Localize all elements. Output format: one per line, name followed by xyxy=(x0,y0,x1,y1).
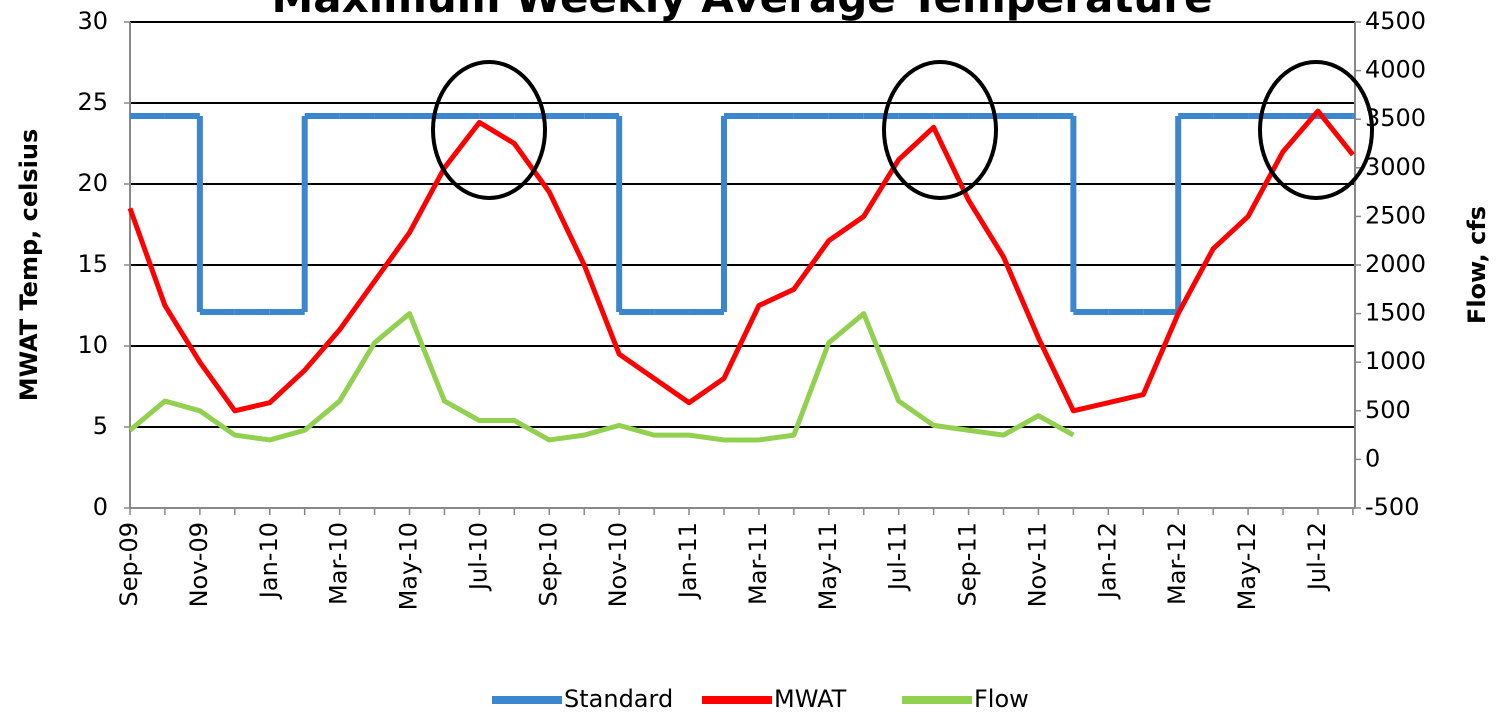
x-tick-label: Nov-11 xyxy=(1023,522,1051,607)
y2-tick-label: 0 xyxy=(1365,444,1380,472)
x-tick-label: Jan-10 xyxy=(255,522,283,600)
x-tick-label: Jan-12 xyxy=(1093,522,1121,600)
highlight-circle xyxy=(1258,60,1374,200)
y2-tick-label: 2500 xyxy=(1365,201,1426,229)
y2-tick-label: 4500 xyxy=(1365,7,1426,35)
x-tick-label: Mar-11 xyxy=(744,522,772,605)
highlight-circle xyxy=(882,60,998,200)
highlight-circle xyxy=(431,60,547,200)
series-line xyxy=(128,311,1075,443)
y2-tick-label: 1500 xyxy=(1365,299,1426,327)
series-line xyxy=(127,108,1355,414)
y-tick-label: 20 xyxy=(77,169,108,197)
y-tick-label: 25 xyxy=(77,88,108,116)
y2-tick-label: 1000 xyxy=(1365,347,1426,375)
y2-tick-label: 500 xyxy=(1365,396,1411,424)
x-tick-label: May-11 xyxy=(814,522,842,610)
y-axis-title: MWAT Temp, celsius xyxy=(15,129,43,401)
x-tick-label: Nov-10 xyxy=(604,522,632,607)
x-tick-label: Jul-12 xyxy=(1303,522,1331,592)
y2-tick-label: 4000 xyxy=(1365,56,1426,84)
x-tick-label: Nov-09 xyxy=(185,522,213,607)
y2-axis-title: Flow, cfs xyxy=(1463,206,1491,324)
y-tick-label: 5 xyxy=(93,412,108,440)
x-tick-label: Mar-12 xyxy=(1163,522,1191,605)
y-tick-label: 0 xyxy=(93,493,108,521)
y-tick-label: 15 xyxy=(77,250,108,278)
x-tick-label: Sep-11 xyxy=(954,522,982,606)
x-tick-label: Sep-09 xyxy=(115,522,143,606)
x-tick-label: May-12 xyxy=(1233,522,1261,610)
legend-label: Standard xyxy=(564,685,673,713)
y2-tick-label: 3000 xyxy=(1365,153,1426,181)
y-tick-label: 10 xyxy=(77,331,108,359)
y2-tick-label: 2000 xyxy=(1365,250,1426,278)
chart-title: Maximum Weekly Average Temperature xyxy=(271,0,1212,22)
y2-tick-label: 3500 xyxy=(1365,104,1426,132)
x-tick-label: Jul-10 xyxy=(464,522,492,592)
x-tick-label: May-10 xyxy=(395,522,423,610)
legend-label: MWAT xyxy=(774,685,847,713)
x-tick-label: Jan-11 xyxy=(674,522,702,600)
y2-tick-label: -500 xyxy=(1365,493,1419,521)
y-tick-label: 30 xyxy=(77,7,108,35)
legend-label: Flow xyxy=(974,685,1029,713)
x-tick-label: Mar-10 xyxy=(325,522,353,605)
x-tick-label: Jul-11 xyxy=(884,522,912,592)
x-tick-label: Sep-10 xyxy=(534,522,562,606)
